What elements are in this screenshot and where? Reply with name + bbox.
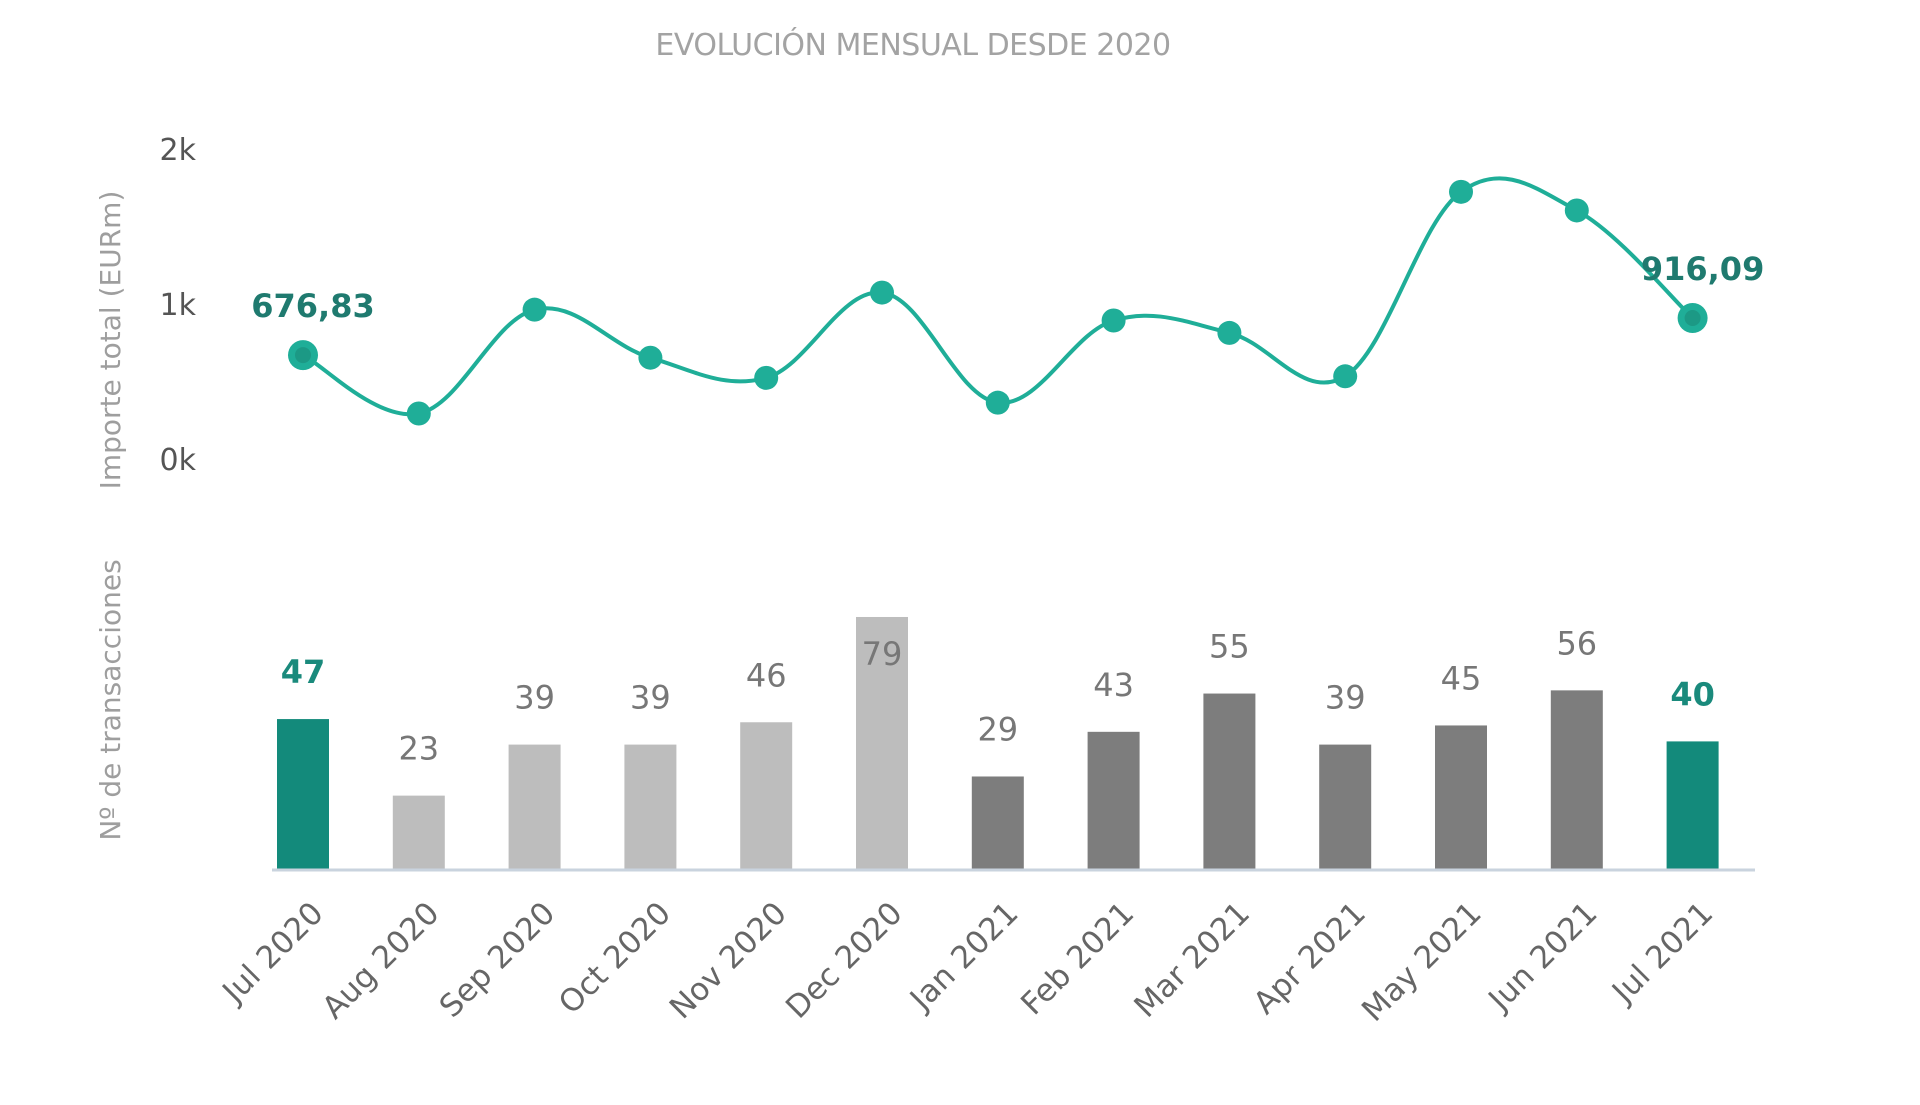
x-tick-label: Jun 2021 [1481, 895, 1605, 1019]
x-tick-label: Jul 2021 [1604, 895, 1720, 1011]
bar [277, 719, 329, 869]
line-point [870, 280, 894, 305]
bar-data-label: 56 [1556, 624, 1597, 662]
line-y-axis-label: Importe total (EURm) [94, 191, 127, 490]
x-tick-label: May 2021 [1355, 895, 1489, 1029]
x-tick-label: Mar 2021 [1127, 895, 1257, 1025]
bar-data-label: 23 [398, 730, 439, 768]
line-point [1217, 320, 1242, 345]
line-point [1333, 364, 1358, 389]
x-tick-label: Feb 2021 [1014, 895, 1141, 1022]
line-point [985, 390, 1010, 415]
bar-data-label: 43 [1093, 666, 1134, 704]
bar-data-label: 79 [862, 635, 903, 673]
bar-data-label: 46 [746, 656, 787, 694]
line-point [1564, 198, 1589, 223]
line-y-tick-label: 1k [160, 288, 197, 323]
bar [1550, 690, 1603, 869]
bar-series [277, 616, 1719, 869]
bar-data-label: 39 [630, 679, 671, 717]
bar [1666, 741, 1719, 869]
line-data-label: 676,83 [251, 287, 374, 325]
bar [1203, 693, 1256, 869]
bar [392, 795, 445, 869]
line-point [1101, 308, 1126, 333]
bar-data-label: 55 [1209, 628, 1250, 666]
x-tick-label: Sep 2020 [433, 895, 563, 1025]
bar-data-labels: 47 23 39 39 46 79 29 43 55 39 45 56 40 [281, 624, 1715, 767]
line-y-tick-label: 2k [160, 133, 197, 168]
bar [740, 722, 793, 869]
line-y-ticks: 0k 1k 2k [160, 133, 197, 478]
x-tick-label: Dec 2020 [779, 895, 910, 1026]
line-point [1449, 179, 1473, 204]
line-point [522, 297, 547, 322]
bar-y-axis-label: Nº de transacciones [94, 559, 127, 840]
line-point [638, 345, 663, 370]
bar [508, 744, 561, 869]
x-tick-label: Jan 2021 [902, 895, 1025, 1018]
line-point-highlight [295, 347, 311, 364]
bar-data-label: 47 [281, 653, 326, 691]
bar [1435, 725, 1487, 869]
bar [1087, 731, 1140, 869]
bar-data-label: 45 [1441, 659, 1482, 697]
bar [856, 616, 908, 869]
x-tick-label: Apr 2021 [1247, 895, 1373, 1021]
x-tick-label: Oct 2020 [552, 895, 678, 1021]
bar [624, 744, 677, 869]
line-point-highlight [1684, 310, 1701, 327]
bar-data-label: 39 [514, 679, 555, 717]
chart-title: EVOLUCIÓN MENSUAL DESDE 2020 [655, 26, 1170, 63]
line-y-tick-label: 0k [160, 443, 197, 478]
x-tick-label: Jul 2020 [215, 895, 331, 1011]
bar [1319, 744, 1372, 869]
bar-data-label: 40 [1670, 675, 1715, 713]
line-point [754, 365, 779, 390]
bar-data-label: 29 [977, 710, 1018, 748]
bar [971, 776, 1024, 869]
line-point [406, 401, 431, 426]
bar-data-label: 39 [1325, 679, 1366, 717]
x-tick-label: Aug 2020 [315, 895, 446, 1026]
line-series [302, 176, 1694, 417]
line-data-label: 916,09 [1641, 250, 1764, 288]
line-points [288, 179, 1708, 426]
line-data-labels: 676,83 916,09 [251, 250, 1764, 325]
x-tick-label: Nov 2020 [663, 895, 794, 1026]
